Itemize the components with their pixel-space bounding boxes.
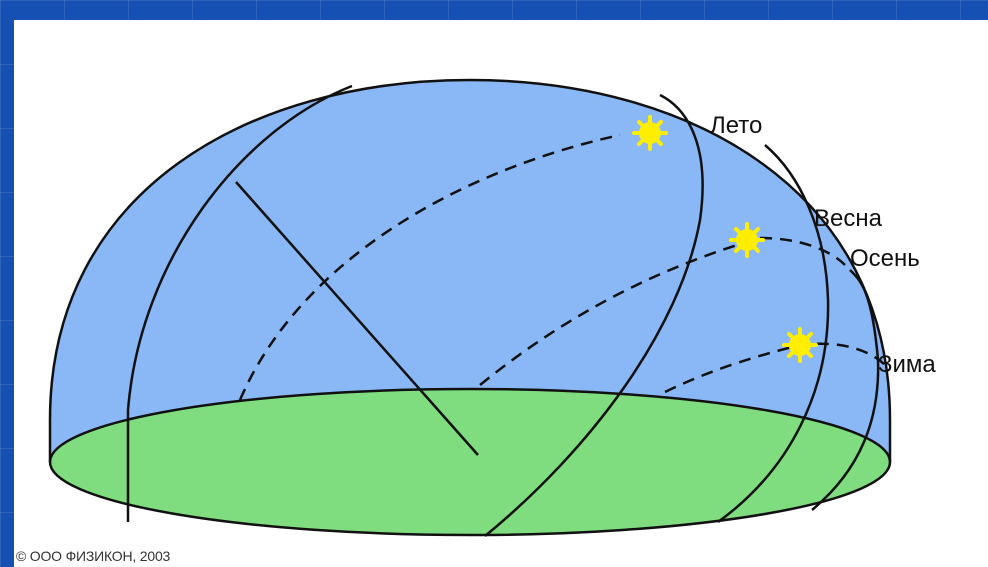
label-summer: Лето xyxy=(710,112,762,139)
celestial-axis xyxy=(235,181,479,456)
dome-outline xyxy=(48,78,892,462)
summer-path-back xyxy=(238,133,621,401)
label-autumn: Осень xyxy=(850,245,920,272)
label-spring: Весна xyxy=(814,205,883,232)
meridian-edge xyxy=(811,269,880,511)
sun-winter-icon xyxy=(782,327,818,363)
meridian-center xyxy=(484,93,704,537)
celestial-sphere-diagram: Лето Весна Осень Зима xyxy=(48,78,936,537)
ground-plane xyxy=(48,387,892,537)
slide-panel: Лето Весна Осень Зима © ООО ФИЗИКОН, 200… xyxy=(14,20,988,567)
equinox-path-tail xyxy=(759,236,846,266)
sun-summer-icon xyxy=(632,115,668,151)
copyright-text: © ООО ФИЗИКОН, 2003 xyxy=(16,548,171,564)
meridian-left xyxy=(126,84,353,522)
label-winter: Зима xyxy=(878,351,936,378)
sun-equinox-icon xyxy=(729,222,765,258)
sky-dome xyxy=(50,80,890,462)
meridian-right xyxy=(717,144,830,524)
equinox-path-back xyxy=(479,236,761,386)
